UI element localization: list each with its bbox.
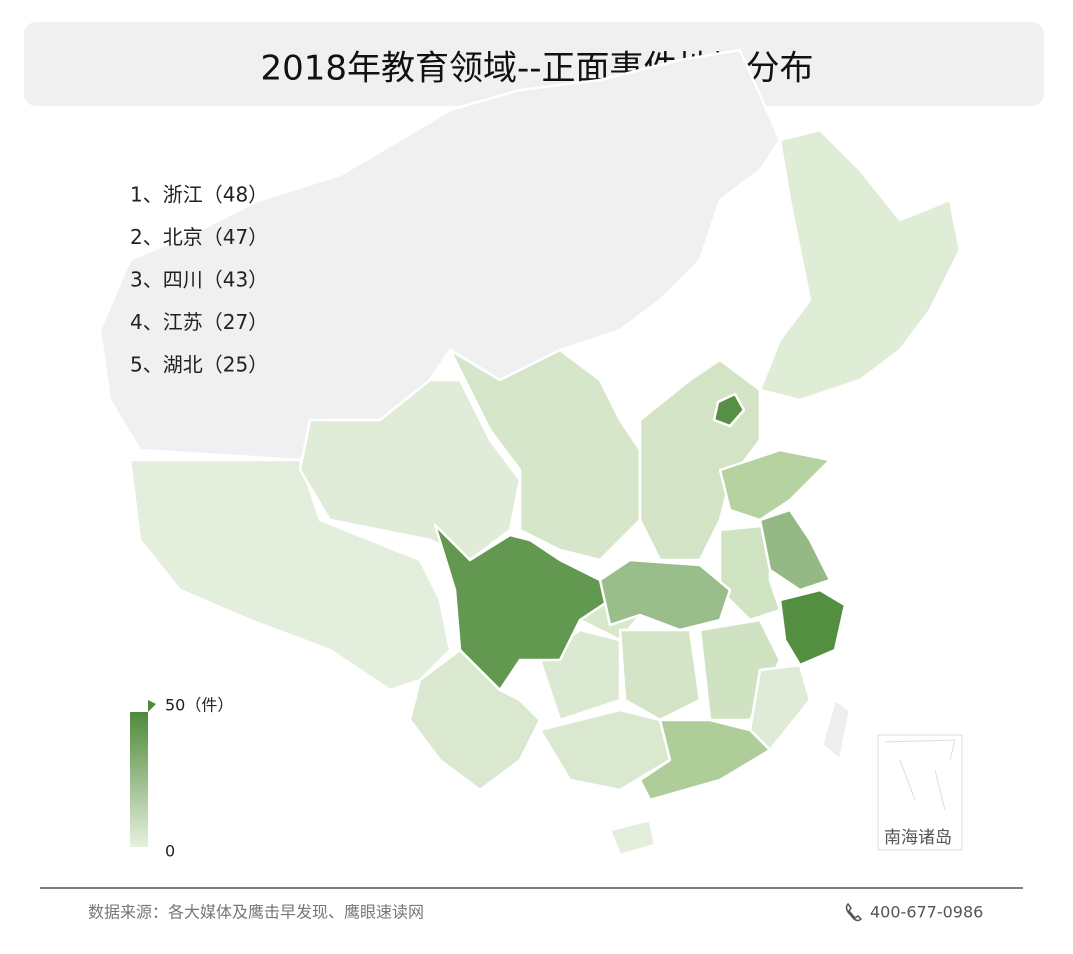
region — [748, 663, 812, 752]
inset-label: 南海诸岛 — [884, 828, 952, 848]
inset-box — [877, 734, 963, 851]
legend-max: 50（件） — [165, 696, 233, 715]
inset-lines — [884, 739, 956, 811]
rank-label: 5、湖北（25） — [130, 353, 268, 377]
source: 数据来源：各大媒体及鹰击早发现、鹰眼速读网 — [88, 903, 424, 922]
region-value — [598, 558, 732, 632]
rank-label: 3、四川（43） — [130, 268, 268, 292]
region — [298, 378, 522, 562]
region — [608, 818, 657, 857]
rank-label: 4、江苏（27） — [130, 310, 268, 334]
region — [718, 448, 832, 522]
phone-icon — [845, 902, 863, 922]
rank-label: 1、浙江（48） — [130, 183, 268, 207]
region — [758, 128, 962, 402]
region — [618, 628, 702, 722]
region-nodata — [820, 698, 852, 762]
title-box — [24, 22, 1044, 106]
region — [638, 718, 772, 802]
legend-min: 0 — [165, 842, 175, 861]
phone: 400-677-0986 — [870, 903, 983, 922]
region-value — [778, 588, 847, 667]
region-value — [712, 392, 746, 428]
legend-bar — [130, 712, 148, 847]
map — [98, 48, 962, 857]
region-value — [433, 523, 612, 692]
legend-handle — [148, 700, 156, 712]
rank-label: 2、北京（47） — [130, 225, 268, 249]
region-value — [758, 508, 832, 592]
